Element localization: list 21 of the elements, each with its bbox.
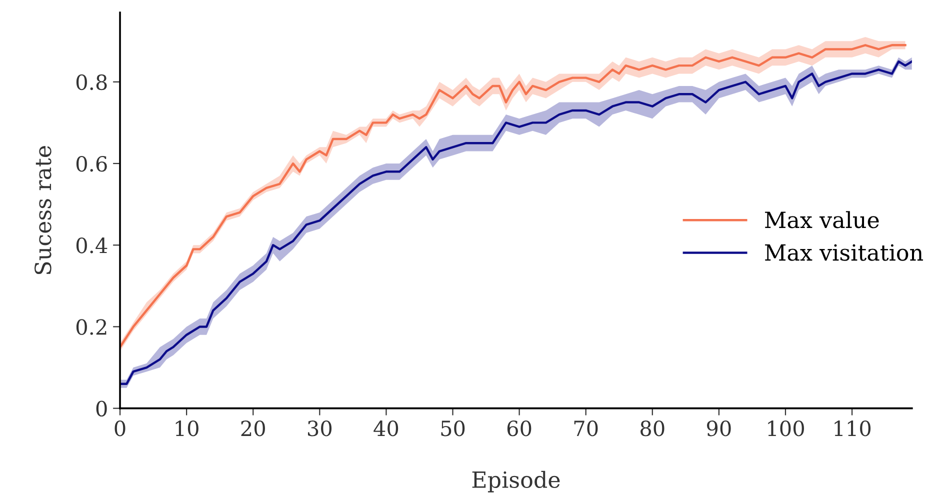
x-tick-label: 70 — [574, 420, 598, 436]
x-tick-label: 40 — [374, 420, 398, 436]
x-tick-label: 0 — [114, 420, 126, 436]
y-tick-label: 0.4 — [76, 238, 108, 254]
x-tick-label: 30 — [308, 420, 332, 436]
legend-label: Max visitation — [765, 244, 923, 261]
x-tick-label: 100 — [768, 420, 804, 436]
y-tick-label: 0.6 — [76, 156, 107, 172]
y-tick-label: 0 — [96, 400, 107, 417]
x-tick-label: 90 — [706, 420, 731, 436]
y-tick-label: 0.2 — [76, 319, 106, 335]
x-tick-label: 10 — [176, 420, 198, 436]
x-tick-label: 60 — [507, 420, 532, 436]
x-tick-label: 110 — [834, 420, 871, 436]
x-tick-label: 50 — [441, 420, 465, 436]
y-axis-title: Sucess rate — [34, 146, 52, 274]
x-tick-label: 80 — [640, 420, 664, 436]
legend-label: Max value — [765, 211, 879, 228]
x-axis-title: Episode — [472, 470, 560, 492]
x-tick-label: 20 — [241, 420, 265, 436]
y-tick-label: 0.8 — [76, 74, 107, 90]
